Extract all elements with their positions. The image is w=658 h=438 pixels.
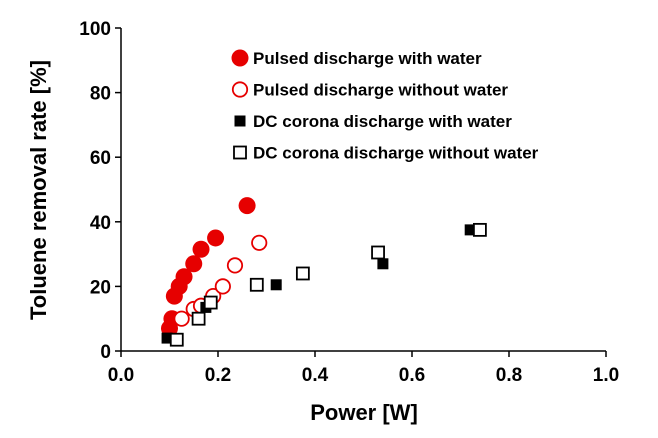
y-tick-label: 40 <box>90 213 111 234</box>
y-tick-label: 20 <box>90 277 111 298</box>
y-tick-label: 100 <box>79 19 111 40</box>
data-point-series-3 <box>371 245 385 260</box>
legend-marker-series-3 <box>233 145 247 160</box>
x-tick-label: 0.6 <box>399 365 425 386</box>
legend-label: Pulsed discharge without water <box>253 81 508 100</box>
data-point-series-3 <box>249 277 264 292</box>
data-point-series-1 <box>173 310 190 327</box>
y-axis-title: Toluene removal rate [%] <box>26 60 51 320</box>
data-point-series-0 <box>185 255 203 273</box>
data-point-series-0 <box>238 197 256 215</box>
data-point-series-3 <box>472 222 487 237</box>
data-point-series-2 <box>377 258 389 270</box>
x-tick-label: 0.0 <box>108 365 134 386</box>
x-tick-label: 0.4 <box>302 365 329 386</box>
legend-label: DC corona discharge with water <box>253 112 512 131</box>
legend-label: DC corona discharge without water <box>253 144 539 163</box>
data-point-series-2 <box>464 224 476 236</box>
data-point-series-3 <box>169 332 184 347</box>
data-point-series-1 <box>226 257 244 274</box>
y-tick-label: 80 <box>90 84 111 105</box>
x-tick-label: 1.0 <box>593 365 619 386</box>
x-tick-label: 0.8 <box>496 365 522 386</box>
data-point-series-0 <box>192 240 210 258</box>
data-point-series-3 <box>295 266 310 281</box>
legend-label: Pulsed discharge with water <box>253 49 482 68</box>
x-tick-label: 0.2 <box>205 365 231 386</box>
data-point-series-2 <box>270 279 282 291</box>
data-point-series-0 <box>175 268 193 286</box>
legend-marker-series-2 <box>234 115 246 127</box>
data-point-series-1 <box>214 278 231 295</box>
y-tick-label: 60 <box>90 148 111 169</box>
data-point-series-3 <box>203 295 218 310</box>
legend-marker-series-0 <box>231 49 249 67</box>
data-point-series-2 <box>161 332 173 344</box>
data-point-series-3 <box>191 311 206 326</box>
x-axis-title: Power [W] <box>310 400 418 425</box>
data-point-series-0 <box>207 229 225 247</box>
data-point-series-1 <box>251 234 268 251</box>
y-tick-label: 0 <box>100 342 111 363</box>
legend-marker-series-1 <box>231 81 249 98</box>
